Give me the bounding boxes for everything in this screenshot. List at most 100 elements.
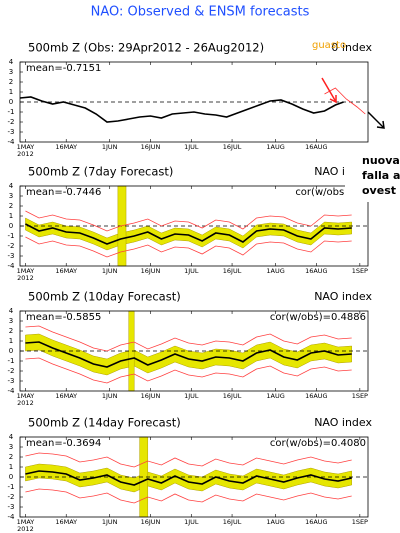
y-tick-label: -1 bbox=[8, 483, 15, 491]
chart-title: 500mb Z (10day Forecast) bbox=[28, 290, 181, 304]
x-tick-label: 16JUL bbox=[223, 267, 242, 275]
y-tick-label: 4 bbox=[9, 433, 14, 441]
cor-label: cor(w/obs)=0. bbox=[295, 187, 366, 198]
x-year-label: 2012 bbox=[17, 274, 34, 282]
arrow-head bbox=[329, 95, 337, 104]
x-tick-label: 1JUL bbox=[184, 392, 199, 400]
x-tick-label: 1JUN bbox=[102, 518, 118, 526]
annotation: ovest bbox=[362, 184, 396, 197]
mean-label: mean=-0.7446 bbox=[26, 187, 101, 198]
x-tick-label: 16MAY bbox=[55, 267, 77, 275]
x-tick-label: 1JUN bbox=[102, 392, 118, 400]
x-tick-label: 1AUG bbox=[266, 518, 284, 526]
x-tick-label: 16JUN bbox=[141, 267, 161, 275]
y-tick-label: 1 bbox=[9, 463, 13, 471]
series-line bbox=[25, 452, 352, 468]
x-tick-label: 16JUN bbox=[141, 392, 161, 400]
y-tick-label: 3 bbox=[9, 68, 13, 76]
y-tick-label: 1 bbox=[9, 88, 13, 96]
x-tick-label: 1JUL bbox=[184, 518, 199, 526]
right-label: 0 index bbox=[331, 41, 372, 54]
right-label: NAO index bbox=[314, 416, 372, 429]
chart-title: 500mb Z (14day Forecast) bbox=[28, 416, 181, 430]
spread-band bbox=[25, 463, 352, 493]
x-tick-label: 16AUG bbox=[305, 267, 328, 275]
y-tick-label: -2 bbox=[8, 493, 15, 501]
x-tick-label: 16AUG bbox=[305, 143, 328, 151]
y-tick-label: 0 bbox=[9, 347, 13, 355]
y-tick-label: -4 bbox=[8, 513, 16, 521]
x-tick-label: 16MAY bbox=[55, 392, 77, 400]
annotation: falla ad bbox=[362, 169, 400, 182]
page-title: NAO: Observed & ENSM forecasts bbox=[91, 5, 310, 20]
y-tick-label: 4 bbox=[9, 58, 14, 66]
x-year-label: 2012 bbox=[17, 150, 34, 158]
x-tick-label: 1SEP bbox=[352, 518, 368, 526]
y-tick-label: -3 bbox=[8, 503, 15, 511]
y-tick-label: -3 bbox=[8, 252, 15, 260]
arrow-line bbox=[321, 77, 337, 103]
arrow-line bbox=[367, 111, 385, 129]
x-tick-label: 1JUN bbox=[102, 267, 118, 275]
series-line bbox=[25, 223, 352, 245]
y-tick-label: -4 bbox=[8, 138, 16, 146]
cor-label: cor(w/obs)=0.4886 bbox=[270, 312, 366, 323]
y-tick-label: 3 bbox=[9, 317, 13, 325]
series-line bbox=[25, 357, 352, 384]
y-tick-label: 2 bbox=[9, 327, 13, 335]
x-tick-label: 1SEP bbox=[352, 392, 368, 400]
mean-label: mean=-0.3694 bbox=[26, 438, 101, 449]
series-line bbox=[324, 87, 366, 115]
y-tick-label: 4 bbox=[9, 182, 14, 190]
x-tick-label: 16AUG bbox=[305, 392, 328, 400]
y-tick-label: -1 bbox=[8, 108, 15, 116]
x-tick-label: 1JUL bbox=[184, 267, 199, 275]
x-tick-label: 1MAY bbox=[17, 267, 35, 275]
x-year-label: 2012 bbox=[17, 399, 34, 407]
y-tick-label: -3 bbox=[8, 377, 15, 385]
cor-label: cor(w/obs)=0.4080 bbox=[270, 438, 366, 449]
x-tick-label: 1AUG bbox=[266, 392, 284, 400]
charts: 500mb Z (Obs: 29Apr2012 - 26Aug2012) 0 in… bbox=[8, 41, 373, 533]
annotation: guasto bbox=[312, 40, 346, 51]
x-tick-label: 16MAY bbox=[55, 518, 77, 526]
x-tick-label: 1AUG bbox=[266, 267, 284, 275]
spread-band bbox=[25, 333, 352, 376]
series-line bbox=[25, 470, 352, 486]
series-line bbox=[25, 236, 352, 258]
series-line bbox=[25, 325, 352, 352]
x-tick-label: 16JUN bbox=[141, 518, 161, 526]
series-line bbox=[25, 210, 352, 232]
y-tick-label: 2 bbox=[9, 202, 13, 210]
y-tick-label: -1 bbox=[8, 357, 15, 365]
y-tick-label: 0 bbox=[9, 473, 13, 481]
x-year-label: 2012 bbox=[17, 525, 34, 533]
y-tick-label: -4 bbox=[8, 262, 16, 270]
y-tick-label: 4 bbox=[9, 307, 14, 315]
chart-title: 500mb Z (Obs: 29Apr2012 - 26Aug2012) bbox=[28, 41, 264, 55]
y-tick-label: 1 bbox=[9, 337, 13, 345]
mean-label: mean=-0.7151 bbox=[26, 63, 101, 74]
x-tick-label: 1MAY bbox=[17, 143, 35, 151]
y-tick-label: 3 bbox=[9, 192, 13, 200]
x-tick-label: 16AUG bbox=[305, 518, 328, 526]
annotation-box bbox=[345, 150, 400, 202]
mean-label: mean=-0.5855 bbox=[26, 312, 101, 323]
y-tick-label: 2 bbox=[9, 78, 13, 86]
y-tick-label: -2 bbox=[8, 242, 15, 250]
y-tick-label: 0 bbox=[9, 222, 13, 230]
right-label: NAO index bbox=[314, 290, 372, 303]
x-tick-label: 1SEP bbox=[352, 267, 368, 275]
x-tick-label: 16JUL bbox=[223, 143, 242, 151]
x-tick-label: 16JUL bbox=[223, 392, 242, 400]
y-tick-label: 3 bbox=[9, 443, 13, 451]
series-line bbox=[25, 488, 352, 504]
series-line bbox=[25, 341, 352, 368]
series-line bbox=[19, 96, 344, 123]
x-tick-label: 1MAY bbox=[17, 392, 35, 400]
x-tick-label: 1JUL bbox=[184, 143, 199, 151]
y-tick-label: 0 bbox=[9, 98, 13, 106]
y-tick-label: -2 bbox=[8, 118, 15, 126]
y-tick-label: 1 bbox=[9, 212, 13, 220]
